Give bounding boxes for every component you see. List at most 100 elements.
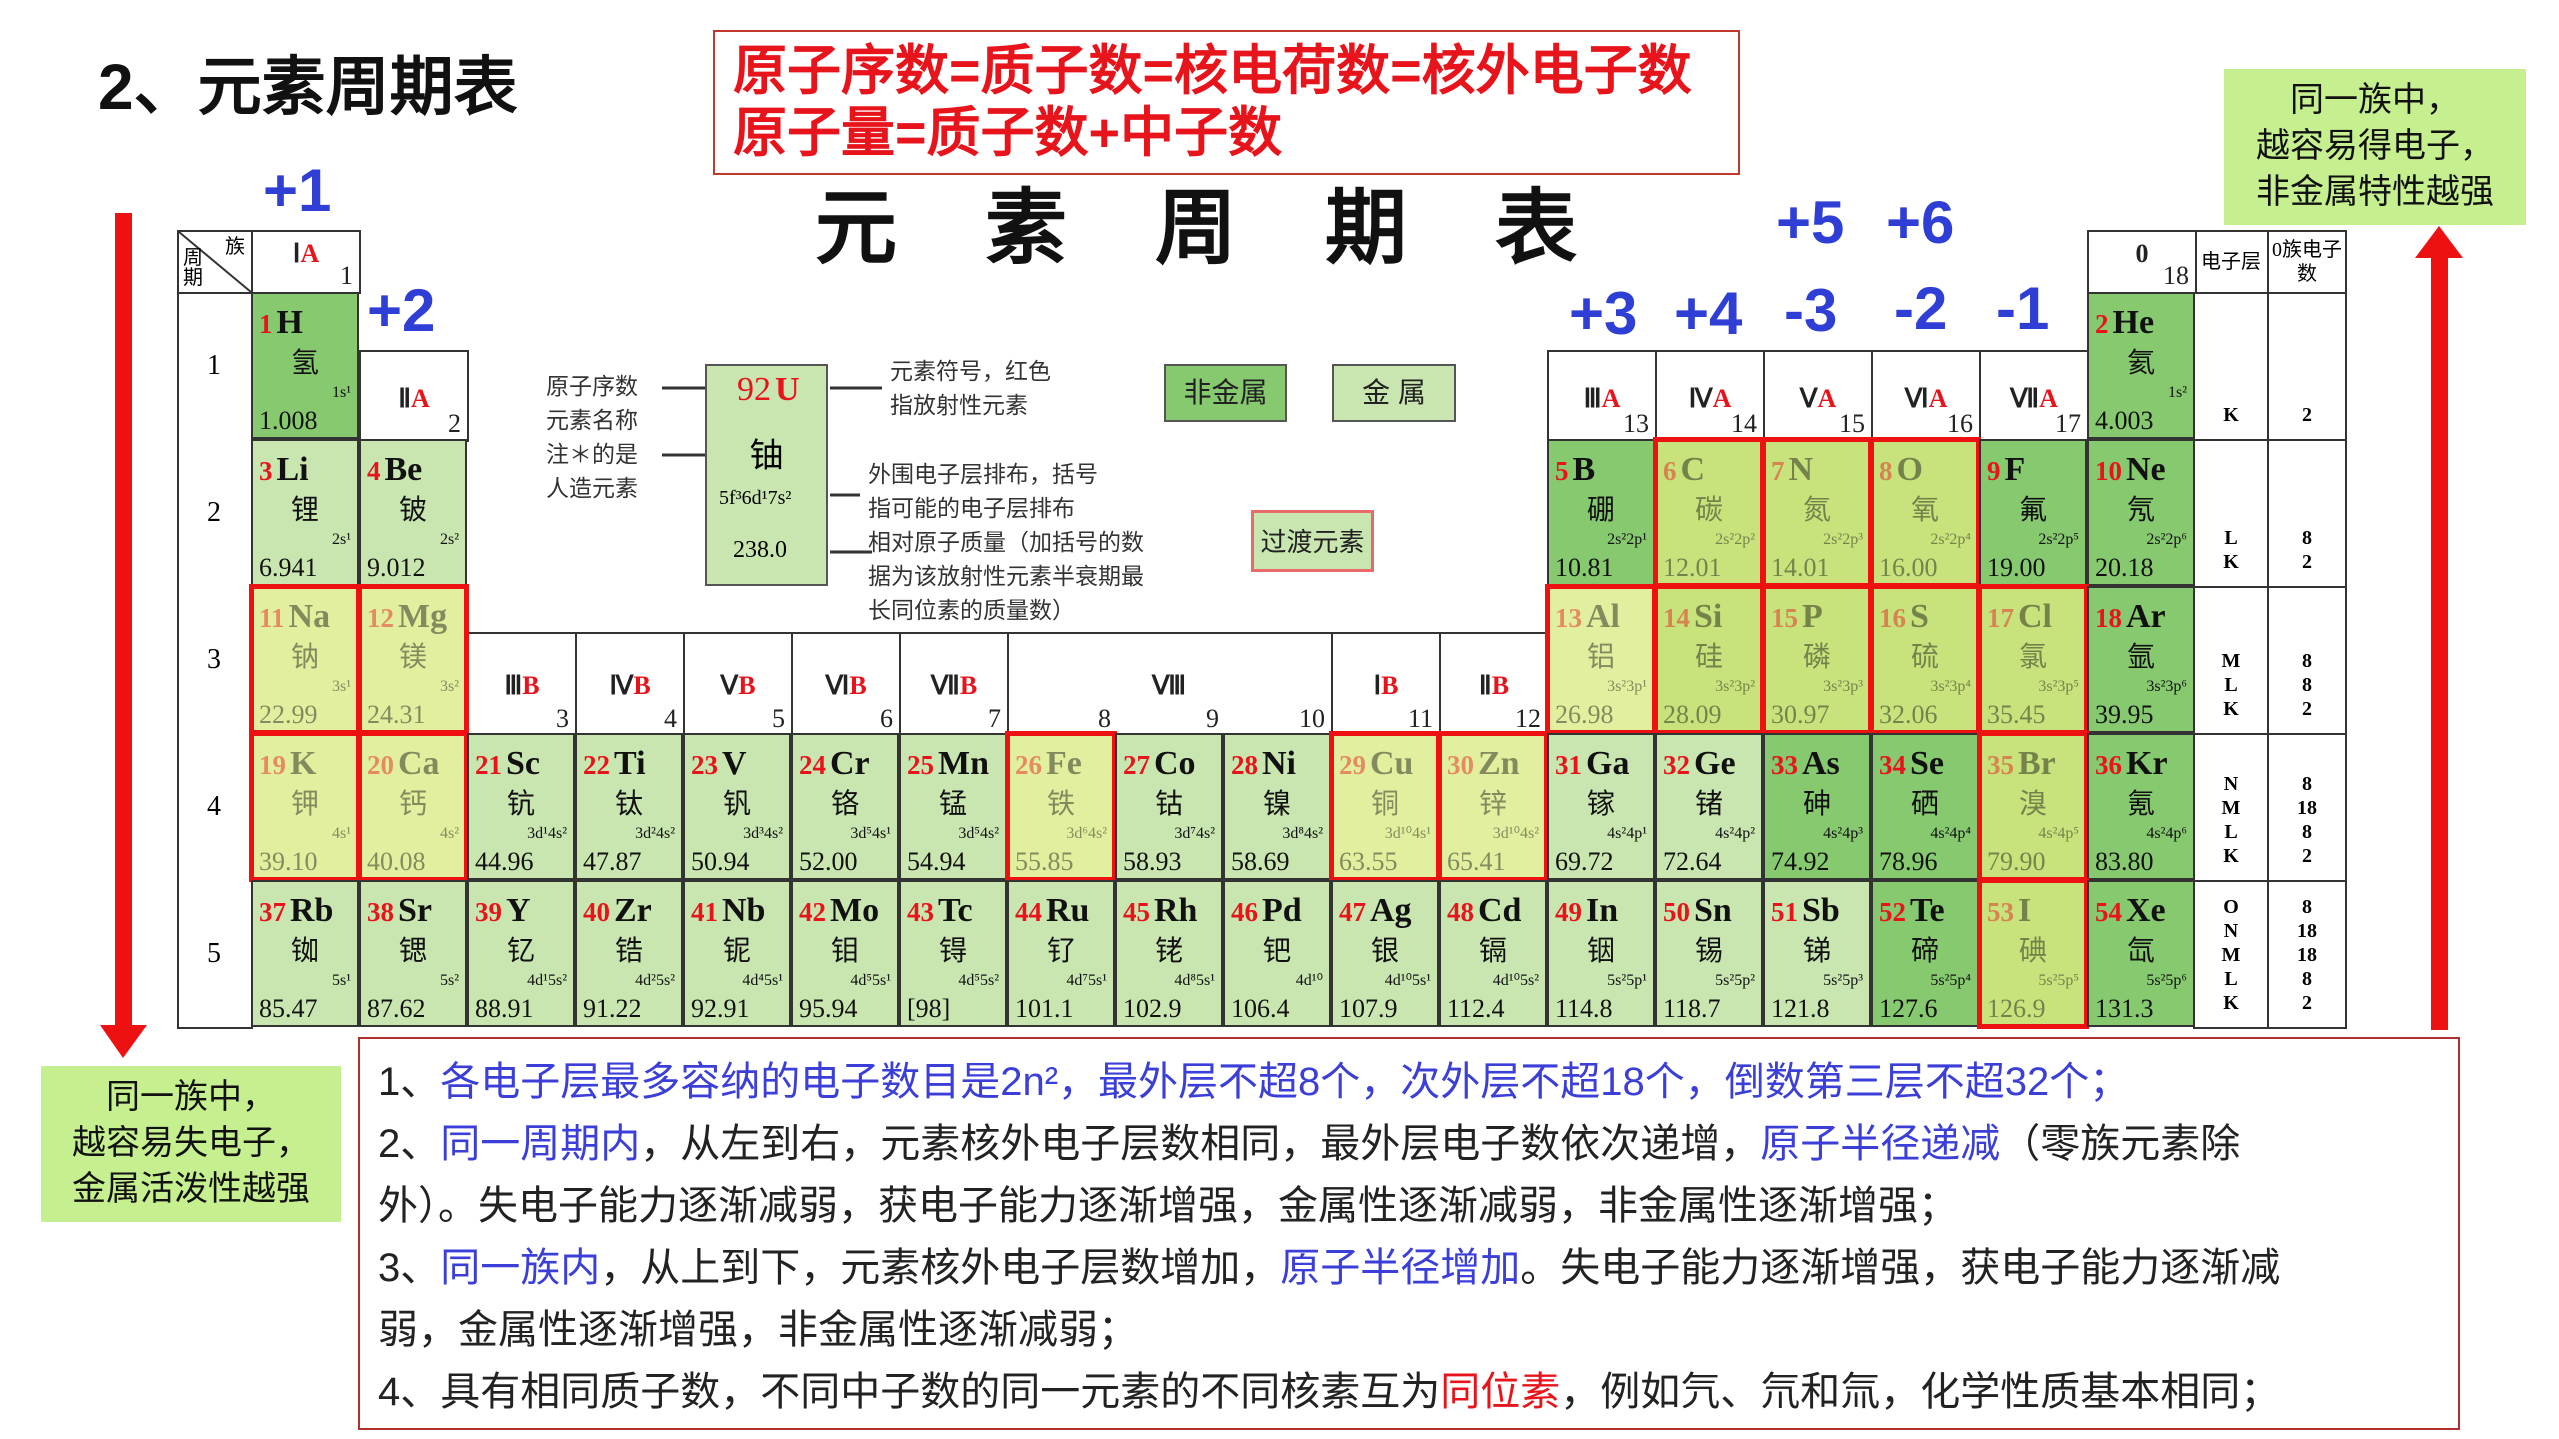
element-symbol: Ru: [1046, 892, 1090, 929]
element-name: 锰: [938, 789, 967, 820]
element-header: 17 Cl: [1987, 598, 2052, 642]
group-header: ⅣB 4: [575, 632, 685, 737]
group-number: 4: [664, 704, 677, 733]
element-cell[interactable]: 8 O 氧 2s²2p⁴ 16.00: [1869, 437, 1981, 588]
element-cell[interactable]: 5 B 硼 2s²2p¹ 10.81: [1547, 439, 1655, 586]
element-cell[interactable]: 1 H 氢 1s¹ 1.008: [251, 292, 359, 439]
element-symbol: Co: [1154, 745, 1196, 782]
element-cell[interactable]: 49 In 铟 5s²5p¹ 114.8: [1547, 880, 1655, 1027]
element-cell[interactable]: 4 Be 铍 2s² 9.012: [359, 439, 467, 586]
element-cell[interactable]: 19 K 钾 4s¹ 39.10: [249, 731, 361, 882]
element-symbol: Mo: [830, 892, 880, 929]
element-cell[interactable]: 29 Cu 铜 3d¹⁰4s¹ 63.55: [1329, 731, 1441, 882]
shell-count: 8: [2302, 896, 2312, 918]
element-cell[interactable]: 22 Ti 钛 3d²4s² 47.87: [575, 733, 683, 880]
element-cell[interactable]: 43 Tc 锝 4d⁵5s² [98]: [899, 880, 1007, 1027]
note-text: 。失电子能力逐渐增强，获电子能力逐渐减: [1520, 1246, 2281, 1290]
group-number: 15: [1839, 409, 1865, 438]
element-cell[interactable]: 35 Br 溴 4s²4p⁵ 79.90: [1977, 731, 2089, 882]
element-cell[interactable]: 13 Al 铝 3s²3p¹ 26.98: [1545, 584, 1657, 735]
element-cell[interactable]: 48 Cd 镉 4d¹⁰5s² 112.4: [1439, 880, 1547, 1027]
count-cell: [2267, 439, 2347, 588]
element-cell[interactable]: 50 Sn 锡 5s²5p² 118.7: [1655, 880, 1763, 1027]
atomic-mass: 20.18: [2095, 553, 2154, 582]
element-cell[interactable]: 7 N 氮 2s²2p³ 14.01: [1761, 437, 1873, 588]
element-cell[interactable]: 42 Mo 钼 4d⁵5s¹ 95.94: [791, 880, 899, 1027]
atomic-number: 2: [2095, 309, 2109, 339]
element-cell[interactable]: 37 Rb 铷 5s¹ 85.47: [251, 880, 359, 1027]
element-cell[interactable]: 54 Xe 氙 5s²5p⁶ 131.3: [2087, 880, 2195, 1027]
element-cell[interactable]: 26 Fe 铁 3d⁶4s² 55.85: [1005, 731, 1117, 882]
element-cell[interactable]: 38 Sr 锶 5s² 87.62: [359, 880, 467, 1027]
period-label: 3: [207, 644, 221, 675]
element-cell[interactable]: 53 I 碘 5s²5p⁵ 126.9: [1977, 878, 2089, 1029]
group-header: ⅦA 17: [1979, 350, 2089, 442]
element-cell[interactable]: 25 Mn 锰 3d⁵4s² 54.94: [899, 733, 1007, 880]
element-cell[interactable]: 34 Se 硒 4s²4p⁴ 78.96: [1871, 733, 1979, 880]
element-cell[interactable]: 17 Cl 氯 3s²3p⁵ 35.45: [1977, 584, 2089, 735]
element-symbol: V: [722, 745, 747, 782]
electron-config: 2s¹: [331, 531, 351, 548]
atomic-number: 46: [1231, 897, 1258, 927]
element-cell[interactable]: 30 Zn 锌 3d¹⁰4s² 65.41: [1437, 731, 1549, 882]
note-text: 2、: [378, 1122, 441, 1166]
element-name: 氪: [2126, 789, 2155, 820]
element-symbol: Zr: [614, 892, 652, 929]
element-cell[interactable]: 10 Ne 氖 2s²2p⁶ 20.18: [2087, 439, 2195, 586]
element-cell[interactable]: 20 Ca 钙 4s² 40.08: [357, 731, 469, 882]
atomic-number: 19: [259, 750, 286, 780]
element-symbol: C: [1680, 451, 1706, 488]
atomic-number: 47: [1339, 897, 1366, 927]
element-cell[interactable]: 14 Si 硅 3s²3p² 28.09: [1653, 584, 1765, 735]
sample-mass: 238.0: [733, 537, 787, 563]
element-cell[interactable]: 36 Kr 氪 4s²4p⁶ 83.80: [2087, 733, 2195, 880]
element-cell[interactable]: 6 C 碳 2s²2p² 12.01: [1653, 437, 1765, 588]
element-cell[interactable]: 21 Sc 钪 3d¹4s² 44.96: [467, 733, 575, 880]
element-cell[interactable]: 40 Zr 锆 4d²5s² 91.22: [575, 880, 683, 1027]
group-roman: ⅣB: [577, 672, 683, 700]
element-cell[interactable]: 3 Li 锂 2s¹ 6.941: [251, 439, 359, 586]
element-cell[interactable]: 27 Co 钴 3d⁷4s² 58.93: [1115, 733, 1223, 880]
note-text: ，从左到右，元素核外电子层数相同，最外层电子数依次递增，: [640, 1122, 1761, 1166]
element-cell[interactable]: 2 He 氦 1s² 4.003: [2087, 292, 2195, 439]
element-cell[interactable]: 51 Sb 锑 5s²5p³ 121.8: [1763, 880, 1871, 1027]
element-cell[interactable]: 15 P 磷 3s²3p³ 30.97: [1761, 584, 1873, 735]
element-symbol: Se: [1910, 745, 1944, 782]
element-name: 钛: [614, 789, 643, 820]
element-cell[interactable]: 41 Nb 铌 4d⁴5s¹ 92.91: [683, 880, 791, 1027]
element-name: 碘: [2018, 936, 2047, 967]
element-cell[interactable]: 44 Ru 钌 4d⁷5s¹ 101.1: [1007, 880, 1115, 1027]
element-cell[interactable]: 39 Y 钇 4d¹5s² 88.91: [467, 880, 575, 1027]
roman-numeral: 0: [2135, 239, 2149, 268]
element-cell[interactable]: 46 Pd 钯 4d¹⁰ 106.4: [1223, 880, 1331, 1027]
atomic-mass: 118.7: [1663, 994, 1721, 1023]
element-cell[interactable]: 31 Ga 镓 4s²4p¹ 69.72: [1547, 733, 1655, 880]
roman-numeral: Ⅲ: [504, 671, 523, 701]
element-name: 砷: [1802, 789, 1831, 820]
element-symbol: Ar: [2126, 598, 2166, 635]
element-cell[interactable]: 11 Na 钠 3s¹ 22.99: [249, 584, 361, 735]
element-cell[interactable]: 23 V 钒 3d³4s² 50.94: [683, 733, 791, 880]
legend-label: 原子序数: [546, 374, 638, 399]
group-letter: A: [2039, 384, 2058, 414]
atomic-mass: 87.62: [367, 994, 426, 1023]
group-roman: ⅤA: [1765, 385, 1871, 413]
element-symbol: P: [1802, 598, 1823, 635]
electron-config: 2s²: [439, 531, 459, 548]
atomic-number: 13: [1555, 603, 1582, 633]
atomic-mass: 35.45: [1987, 700, 2046, 729]
group-roman: Ⅷ: [1007, 672, 1331, 700]
element-cell[interactable]: 24 Cr 铬 3d⁵4s¹ 52.00: [791, 733, 899, 880]
element-cell[interactable]: 9 F 氟 2s²2p⁵ 19.00: [1979, 439, 2087, 586]
element-cell[interactable]: 18 Ar 氩 3s²3p⁶ 39.95: [2087, 586, 2195, 733]
element-cell[interactable]: 52 Te 碲 5s²5p⁴ 127.6: [1871, 880, 1979, 1027]
element-cell[interactable]: 45 Rh 铑 4d⁸5s¹ 102.9: [1115, 880, 1223, 1027]
element-cell[interactable]: 47 Ag 银 4d¹⁰5s¹ 107.9: [1331, 880, 1439, 1027]
element-cell[interactable]: 33 As 砷 4s²4p³ 74.92: [1763, 733, 1871, 880]
element-cell[interactable]: 28 Ni 镍 3d⁸4s² 58.69: [1223, 733, 1331, 880]
element-cell[interactable]: 12 Mg 镁 3s² 24.31: [357, 584, 469, 735]
element-cell[interactable]: 16 S 硫 3s²3p⁴ 32.06: [1869, 584, 1981, 735]
element-cell[interactable]: 32 Ge 锗 4s²4p² 72.64: [1655, 733, 1763, 880]
